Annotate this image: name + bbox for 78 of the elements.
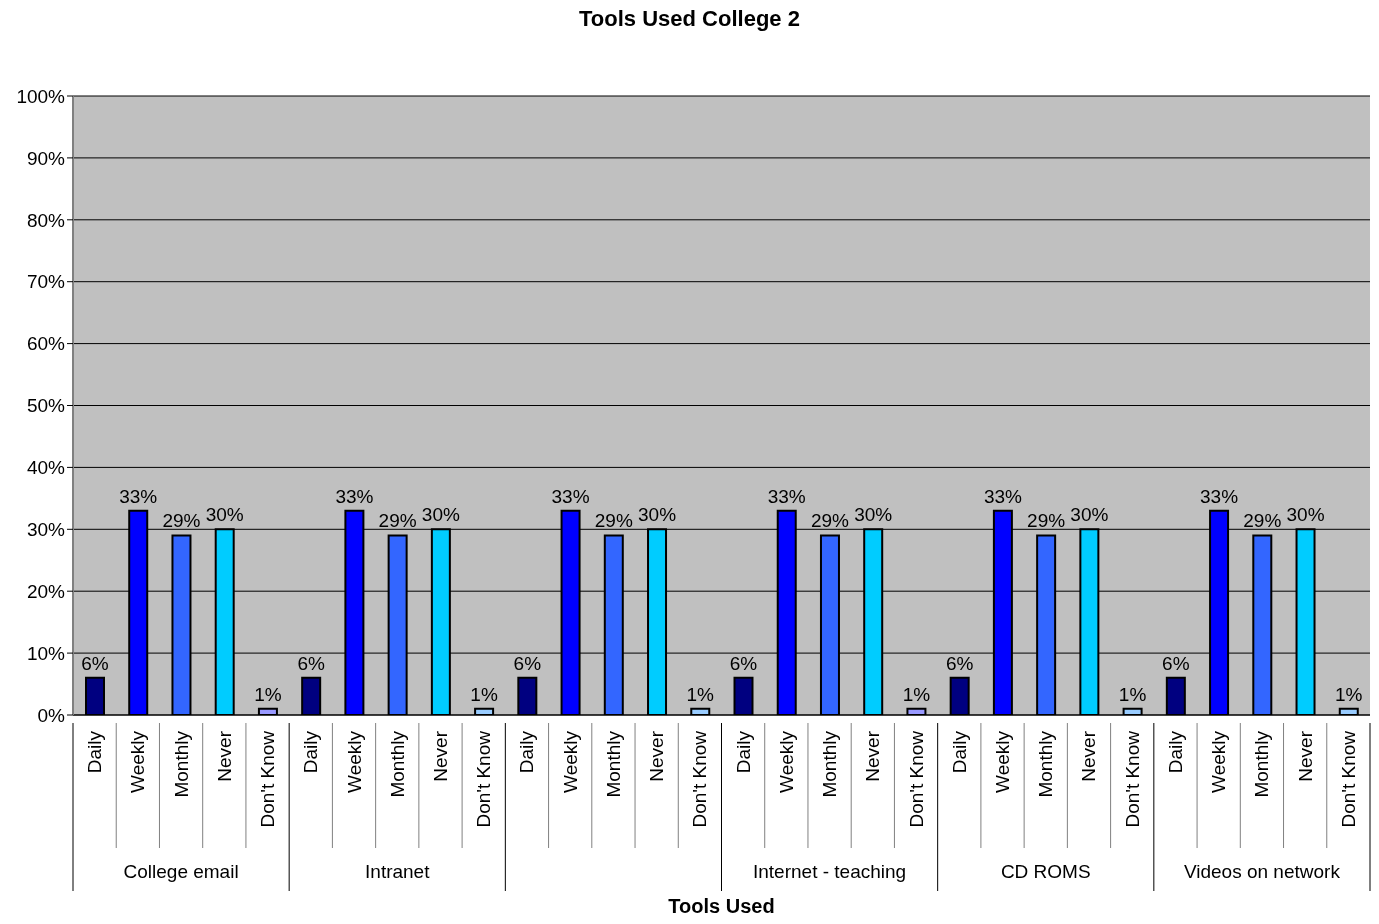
y-tick-label: 80% [26, 209, 66, 231]
data-label: 30% [421, 504, 460, 526]
y-tick-label: 70% [26, 271, 66, 293]
text: Monthly [1035, 731, 1057, 798]
y-tick-label: 60% [26, 333, 66, 355]
text: Daily [732, 731, 754, 774]
data-label: 29% [378, 510, 417, 532]
data-label: 33% [335, 485, 374, 507]
text: Don't Know [689, 730, 711, 828]
text: Monthly [386, 731, 408, 798]
y-tick-label: 20% [26, 580, 66, 602]
data-label: 6% [729, 652, 758, 674]
x-tick-label: Internet - teaching [753, 861, 907, 882]
text: Never [1078, 731, 1100, 782]
text: Monthly [1251, 731, 1273, 798]
data-label: 6% [1162, 652, 1190, 674]
text: Don't Know [473, 731, 495, 828]
x-axis-title: Tools Used [668, 895, 775, 917]
data-label: 6% [81, 652, 109, 674]
y-tick-label: 100% [16, 85, 66, 107]
data-label: 29% [1027, 510, 1066, 532]
data-label: 33% [767, 485, 806, 507]
data-label: 1% [470, 683, 498, 705]
y-tick-label: 40% [26, 457, 66, 479]
data-label: 1% [1335, 683, 1363, 705]
text: Weekly [559, 730, 581, 793]
data-label: 1% [1118, 683, 1147, 705]
data-label: 6% [513, 652, 542, 674]
text: Never [429, 730, 451, 782]
text: Monthly [170, 730, 192, 798]
data-label: 30% [205, 504, 244, 526]
text: Weekly [1208, 731, 1230, 793]
text: Weekly [343, 731, 365, 793]
text: Daily [516, 731, 538, 774]
chart-title: Tools Used College 2 [578, 6, 801, 32]
x-tick-label: Videos on network [1183, 861, 1341, 882]
data-label: 33% [1200, 485, 1239, 507]
text: Daily [84, 731, 106, 774]
data-label: 29% [810, 510, 850, 532]
text: Weekly [775, 731, 797, 793]
data-label: 29% [1243, 510, 1282, 532]
x-tick-label: College email [123, 861, 239, 882]
data-label: 1% [254, 683, 282, 705]
y-tick-label: 30% [26, 519, 66, 541]
data-label: 30% [1070, 504, 1109, 526]
text: Never [646, 731, 668, 782]
text: Monthly [602, 731, 624, 798]
text: Never [1294, 731, 1316, 782]
data-label: 30% [1286, 504, 1325, 526]
text: Never [862, 731, 884, 782]
text: Daily [300, 730, 322, 774]
y-tick-label: 10% [26, 642, 66, 664]
y-tick-label: 90% [26, 147, 66, 169]
data-label: 33% [983, 485, 1023, 507]
data-label: 29% [162, 510, 201, 532]
text: Don't Know [1121, 731, 1143, 828]
data-label: 6% [945, 652, 974, 674]
y-tick-label: 50% [26, 395, 66, 417]
text: Don't Know [1337, 731, 1359, 828]
text: Daily [1164, 731, 1186, 774]
text: Never [213, 731, 235, 782]
data-label: 30% [638, 504, 677, 526]
x-tick-label: CD ROMS [1000, 861, 1091, 882]
data-label: 33% [551, 485, 590, 507]
data-label: 29% [594, 510, 633, 532]
text: Monthly [819, 731, 841, 798]
text: Weekly [992, 731, 1014, 793]
text: Don't Know [905, 731, 927, 828]
x-tick-label: Intranet [365, 861, 431, 882]
data-label: 1% [686, 683, 715, 705]
text: Daily [948, 731, 970, 774]
data-label: 1% [902, 683, 931, 705]
y-tick-label: 0% [37, 704, 66, 726]
data-label: 30% [854, 504, 893, 526]
text: Weekly [127, 731, 149, 793]
data-label: 33% [119, 485, 158, 507]
text: Don't Know [257, 731, 279, 828]
data-label: 6% [297, 652, 325, 674]
